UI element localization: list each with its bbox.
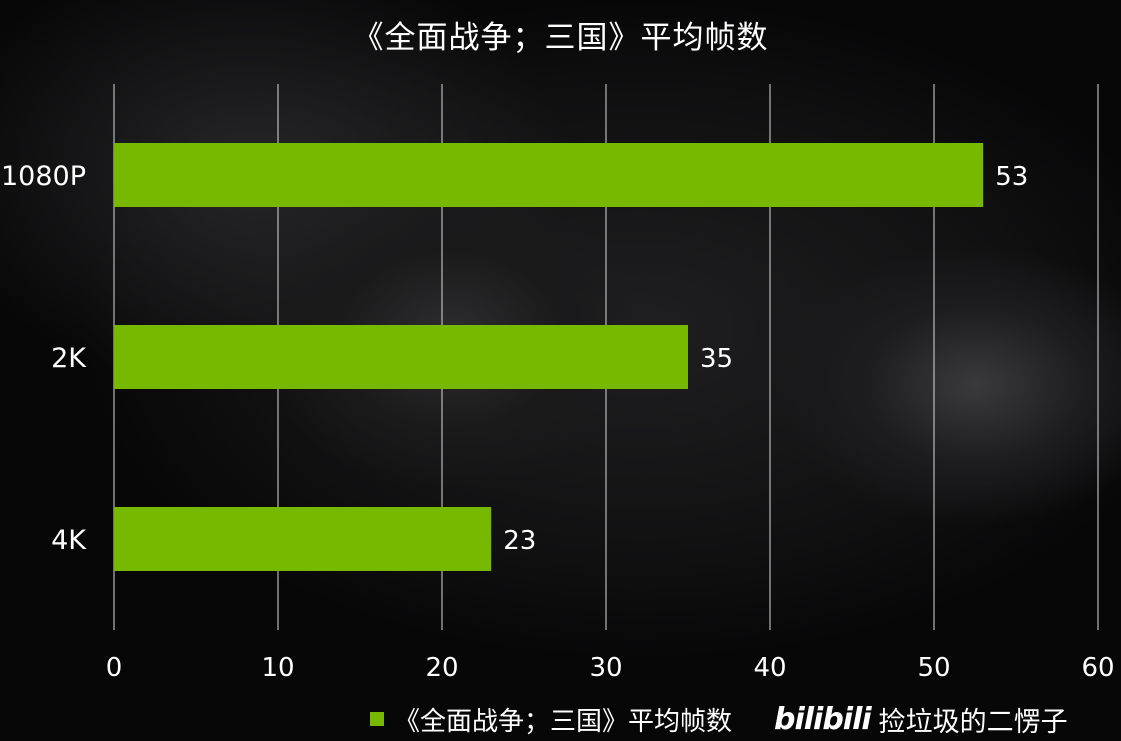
watermark: bilibili 捡垃圾的二愣子 — [774, 700, 1068, 738]
data-label: 53 — [995, 162, 1028, 192]
legend: 《全面战争；三国》平均帧数 — [370, 702, 733, 737]
legend-swatch — [370, 712, 384, 726]
bilibili-logo: bilibili — [774, 701, 872, 737]
x-tick-label: 20 — [425, 653, 458, 683]
watermark-text: 捡垃圾的二愣子 — [878, 706, 1068, 738]
bar — [114, 325, 688, 389]
x-tick-label: 50 — [917, 653, 950, 683]
x-tick-label: 60 — [1081, 653, 1114, 683]
x-tick-label: 10 — [261, 653, 294, 683]
x-tick-label: 40 — [753, 653, 786, 683]
category-label: 2K — [51, 343, 87, 374]
bar — [114, 507, 492, 571]
x-tick-label: 30 — [589, 653, 622, 683]
chart-title: 《全面战争；三国》平均帧数 — [352, 20, 769, 56]
bar — [114, 143, 984, 207]
data-label: 23 — [503, 526, 536, 556]
category-label: 1080P — [1, 161, 86, 192]
x-tick-label: 0 — [106, 653, 123, 683]
category-label: 4K — [51, 525, 87, 556]
legend-label: 《全面战争；三国》平均帧数 — [394, 706, 733, 737]
data-label: 35 — [700, 344, 733, 374]
